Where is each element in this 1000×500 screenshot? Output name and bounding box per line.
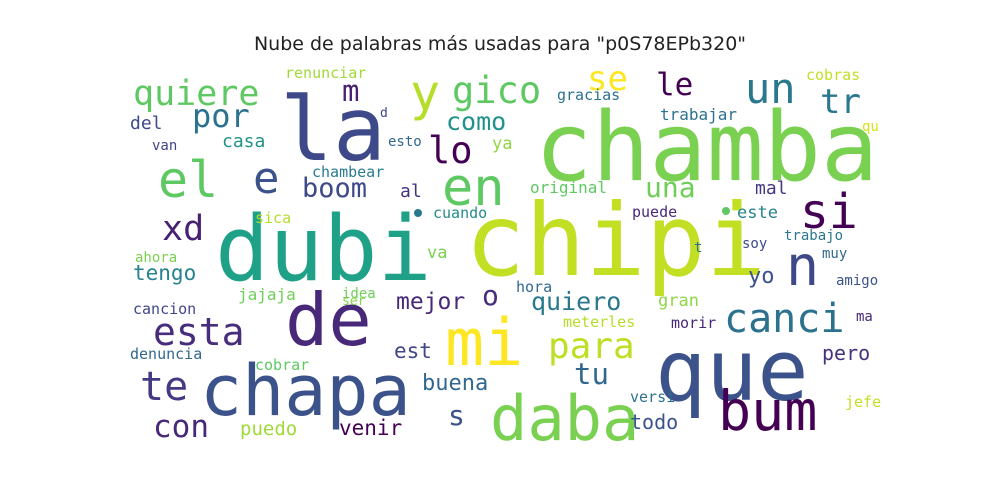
word-bum: bum — [718, 379, 817, 443]
word-xd: xd — [162, 209, 204, 249]
word-quiere: quiere — [133, 74, 259, 114]
word-el: el — [158, 151, 218, 209]
word-jajaja: jajaja — [238, 285, 296, 304]
word-versi: versi — [630, 388, 675, 406]
word-buena: buena — [422, 371, 488, 396]
word-al: al — [400, 181, 422, 202]
word-cobras: cobras — [806, 66, 860, 84]
word-amigo: amigo — [836, 273, 878, 289]
word-sica: sica — [255, 209, 291, 227]
word-esta: esta — [153, 310, 245, 354]
word-una: una — [645, 171, 696, 204]
word-boom: boom — [302, 173, 367, 204]
word-va: va — [427, 243, 447, 263]
word-la: la — [280, 78, 386, 181]
word-este: este — [737, 203, 778, 223]
word-renunciar: renunciar — [285, 64, 366, 82]
word-est: est — [394, 339, 432, 363]
dot-mark — [414, 209, 422, 217]
word-te: te — [140, 364, 188, 410]
word-s: s — [448, 399, 465, 432]
word-daba: daba — [490, 382, 639, 455]
word-cuando: cuando — [433, 204, 487, 222]
word-denuncia: denuncia — [130, 345, 202, 363]
word-chambear: chambear — [312, 163, 384, 181]
dot-mark — [722, 207, 730, 215]
word-con: con — [153, 409, 209, 445]
word-muy: muy — [822, 246, 847, 262]
word-yo: yo — [748, 264, 775, 289]
word-chipi: chipi — [465, 182, 766, 299]
word-tr: tr — [820, 82, 861, 122]
word-meterles: meterles — [563, 313, 635, 331]
word-d: d — [380, 106, 388, 121]
word-dubi: dubi — [215, 197, 432, 302]
word-para: para — [548, 326, 635, 367]
word-m: m — [342, 74, 359, 108]
word-hora: hora — [516, 278, 552, 296]
word-morir: morir — [671, 314, 716, 332]
word-gran: gran — [658, 291, 699, 311]
word-puedo: puedo — [240, 418, 297, 440]
word-tengo: tengo — [133, 261, 196, 285]
word-e: e — [253, 153, 280, 204]
word-mal: mal — [755, 178, 788, 199]
word-n: n — [786, 234, 819, 298]
word-todo: todo — [630, 410, 678, 434]
word-que: que — [655, 322, 809, 421]
word-en: en — [442, 158, 505, 218]
word-ahora: ahora — [135, 250, 177, 266]
word-van: van — [152, 138, 177, 154]
word-por: por — [192, 97, 250, 135]
word-idea: idea — [342, 286, 376, 302]
word-casa: casa — [222, 131, 265, 152]
word-de: de — [285, 278, 372, 362]
word-qu: qu — [862, 119, 879, 135]
word-trabajo: trabajo — [784, 228, 843, 244]
word-o: o — [482, 279, 499, 312]
word-pero: pero — [822, 341, 870, 365]
word-tu: tu — [574, 357, 609, 391]
word-ma: ma — [856, 309, 873, 325]
word-quiero: quiero — [531, 287, 621, 316]
chart-title: Nube de palabras más usadas para "p0S78E… — [253, 33, 747, 55]
word-un: un — [745, 64, 796, 113]
word-ser: ser — [342, 294, 366, 309]
word-chapa: chapa — [200, 350, 411, 432]
word-si: si — [800, 184, 858, 240]
word-ya: ya — [492, 134, 512, 154]
word-venir: venir — [339, 416, 402, 440]
word-chamba: chamba — [535, 93, 878, 203]
word-trabajar: trabajar — [660, 105, 737, 124]
word-mejor: mejor — [396, 289, 465, 315]
word-canci: canci — [724, 296, 844, 342]
word-gico: gico — [452, 69, 541, 112]
word-mi: mi — [445, 306, 523, 381]
word-como: como — [446, 107, 506, 136]
word-y: y — [410, 64, 440, 122]
word-soy: soy — [742, 236, 767, 252]
word-gracias: gracias — [557, 86, 620, 104]
word-original: original — [530, 178, 607, 197]
word-jefe: jefe — [845, 393, 881, 411]
word-t: t — [694, 240, 702, 256]
word-puede: puede — [632, 203, 677, 221]
word-del: del — [130, 113, 163, 134]
word-cobrar: cobrar — [255, 356, 309, 374]
word-le: le — [656, 67, 693, 103]
word-se: se — [587, 59, 628, 99]
word-lo: lo — [428, 129, 473, 172]
word-esto: esto — [388, 134, 422, 150]
word-cancion: cancion — [133, 300, 196, 318]
